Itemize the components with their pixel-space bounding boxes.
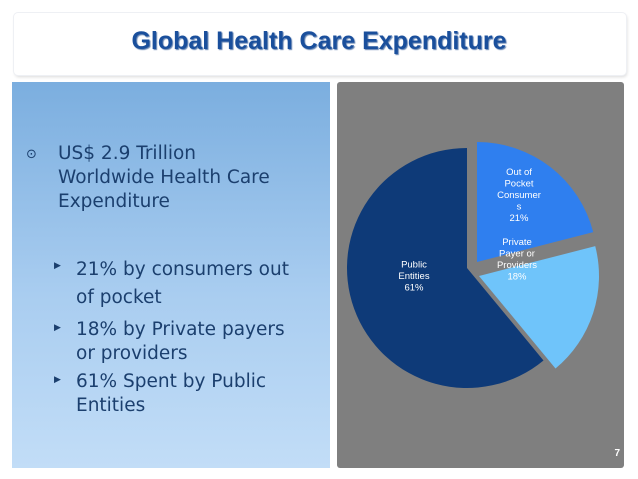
- sub-bullet-line: Entities: [76, 395, 146, 416]
- pie-label-private: Private Payer or Providers 18%: [497, 237, 537, 282]
- slide-title: Global Health Care Expenditure: [131, 27, 507, 55]
- pie-chart: Out of Pocket Consumer s 21% Private Payer or P…: [346, 142, 599, 388]
- main-bullet-text: US$ 2.9 Trillion Worldwide Health Care E…: [58, 142, 328, 214]
- sub-bullet-line: 21% by consumers out: [76, 259, 289, 280]
- pie-slice-consumers: [477, 142, 594, 262]
- sub-bullet-line: or providers: [76, 343, 188, 364]
- pie-slice-public: [346, 148, 544, 388]
- arrow-bullet-icon: ▶: [54, 323, 61, 333]
- pie-label-public: Public Entities 61%: [398, 260, 429, 294]
- page-number: 7: [614, 448, 620, 459]
- bullet-panel: [12, 82, 330, 468]
- main-bullet-line: Worldwide Health Care: [58, 167, 270, 188]
- main-bullet-line: US$ 2.9 Trillion: [58, 143, 197, 164]
- pie-slice-private: [479, 246, 599, 369]
- main-bullet-line: Expenditure: [58, 191, 170, 212]
- arrow-bullet-icon: ▶: [54, 375, 61, 385]
- sub-bullet-line: of pocket: [76, 287, 162, 308]
- pie-label-consumers: Out of Pocket Consumer s 21%: [497, 167, 541, 224]
- sub-bullet-line: 61% Spent by Public: [76, 371, 267, 392]
- title-bar: [14, 13, 626, 75]
- sub-bullet-line: 18% by Private payers: [76, 319, 285, 340]
- circle-bullet-icon: ⊙: [26, 147, 37, 162]
- arrow-bullet-icon: ▶: [54, 261, 61, 271]
